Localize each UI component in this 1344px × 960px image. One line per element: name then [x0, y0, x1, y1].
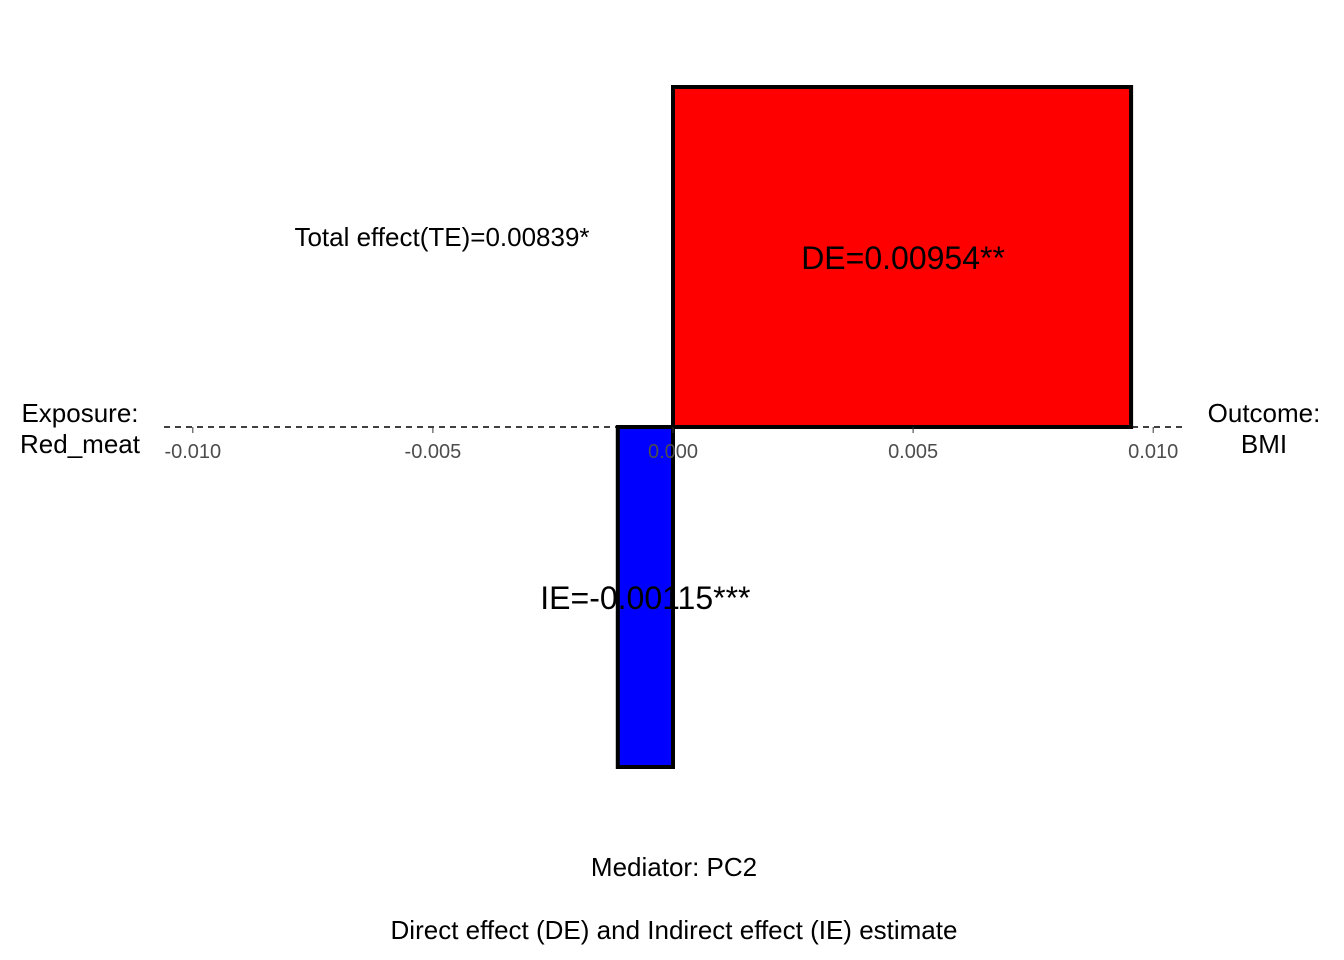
ie-bar-label: IE=-0.00115*** — [540, 580, 750, 616]
x-tick-label: 0.000 — [648, 441, 698, 463]
outcome-label-line2: BMI — [1241, 429, 1287, 459]
x-tick-label: -0.010 — [164, 441, 221, 463]
outcome-label-line1: Outcome: — [1208, 398, 1321, 428]
exposure-label-line2: Red_meat — [20, 429, 141, 459]
ie-bar — [615, 425, 676, 769]
de-bar — [671, 85, 1134, 429]
mediator-label: Mediator: PC2 — [591, 852, 757, 882]
x-tick-label: 0.005 — [888, 441, 938, 463]
total-effect-label: Total effect(TE)=0.00839* — [294, 222, 589, 252]
x-tick-label: -0.005 — [405, 441, 462, 463]
chart-caption: Direct effect (DE) and Indirect effect (… — [391, 915, 958, 945]
de-bar-label: DE=0.00954** — [801, 240, 1005, 276]
x-tick-label: 0.010 — [1128, 441, 1178, 463]
exposure-label-line1: Exposure: — [21, 398, 138, 428]
